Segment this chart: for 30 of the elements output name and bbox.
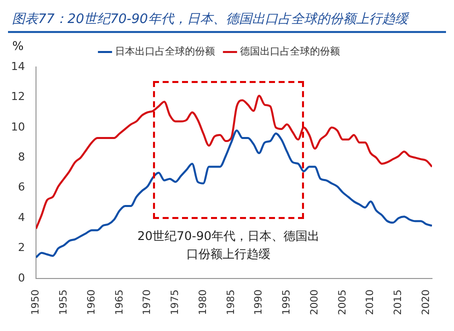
y-axis-title: %: [12, 39, 24, 54]
x-tick-label: 1970: [142, 290, 154, 316]
y-tick-label: 12: [10, 90, 25, 104]
x-tick-label: 2000: [309, 290, 320, 316]
x-tick-label: 1960: [86, 290, 98, 316]
x-tick-label: 2015: [393, 290, 404, 316]
x-tick-label: 1975: [170, 290, 182, 316]
annotation: 20世纪70-90年代，日本、德国出口份额上行趋缓: [136, 228, 320, 264]
y-tick-label: 14: [10, 60, 25, 73]
x-tick-label: 2005: [337, 290, 348, 316]
legend-label: 德国出口占全球的份额: [240, 46, 340, 58]
line-series: [36, 94, 432, 230]
legend-label: 日本出口占全球的份额: [115, 46, 215, 58]
x-tick-label: 1980: [198, 290, 209, 316]
x-tick-label: 2020: [421, 290, 432, 316]
y-tick-label: 2: [18, 241, 25, 254]
chart-title: 图表77：20世纪70-90年代，日本、德国出口占全球的份额上行趋缓: [8, 8, 446, 33]
x-tick-label: 1955: [58, 290, 70, 316]
x-tick-label: 1985: [226, 290, 237, 316]
y-tick-label: 6: [18, 180, 25, 194]
line-series: [36, 129, 432, 258]
x-tick-label: 2010: [365, 290, 376, 316]
y-tick-label: 10: [10, 120, 25, 134]
x-tick-label: 1990: [254, 290, 265, 316]
x-tick-label: 1950: [30, 290, 42, 316]
y-tick-label: 0: [18, 271, 25, 284]
y-tick-label: 4: [18, 210, 25, 224]
y-tick-label: 8: [18, 150, 25, 164]
x-tick-label: 1965: [114, 290, 126, 316]
x-tick-label: 1995: [282, 290, 293, 316]
